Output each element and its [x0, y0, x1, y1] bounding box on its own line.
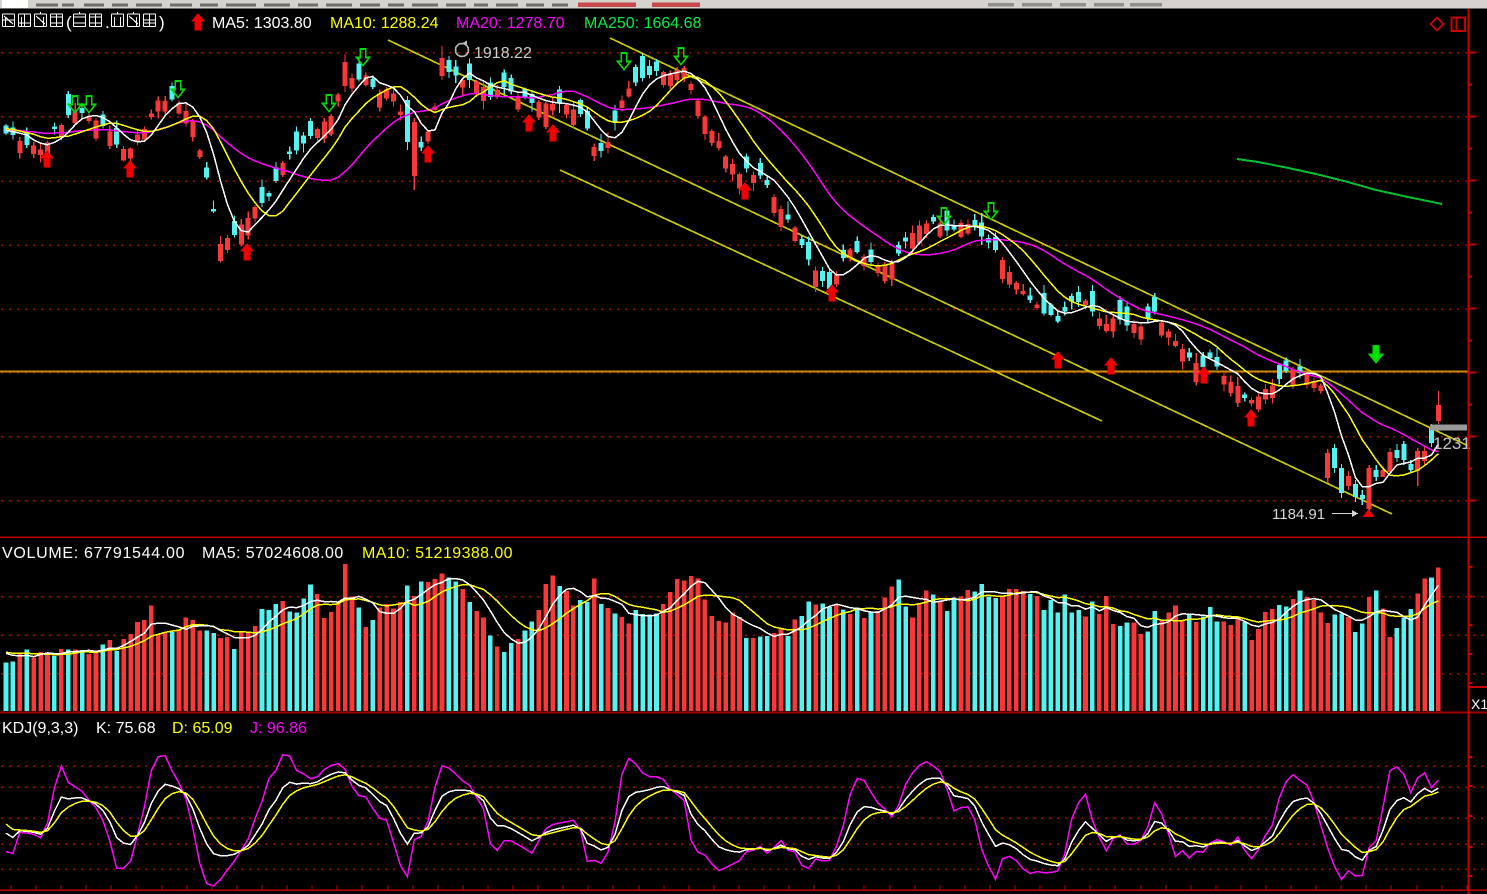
svg-text:1184.91: 1184.91	[1272, 506, 1325, 523]
svg-text:(: (	[66, 13, 72, 32]
svg-text:J: 96.86: J: 96.86	[250, 720, 307, 737]
svg-text:MA20: 1278.70: MA20: 1278.70	[456, 15, 565, 32]
svg-text:D: 65.09: D: 65.09	[172, 720, 233, 737]
svg-text:K: 75.68: K: 75.68	[96, 720, 156, 737]
svg-text:KDJ(9,3,3): KDJ(9,3,3)	[2, 720, 78, 737]
svg-text:MA10: 51219388.00: MA10: 51219388.00	[362, 545, 513, 562]
svg-text:MA10: 1288.24: MA10: 1288.24	[330, 15, 439, 32]
svg-text:VOLUME: 67791544.00: VOLUME: 67791544.00	[2, 545, 185, 562]
svg-text:MA250: 1664.68: MA250: 1664.68	[584, 15, 702, 32]
svg-text:MA5: 1303.80: MA5: 1303.80	[212, 15, 312, 32]
svg-text:MA5: 57024608.00: MA5: 57024608.00	[202, 545, 344, 562]
svg-text:1918.22: 1918.22	[474, 45, 532, 62]
svg-text:X1: X1	[1471, 696, 1487, 712]
svg-text:1231: 1231	[1433, 434, 1471, 453]
svg-text:.: .	[105, 13, 110, 32]
svg-text:): )	[159, 13, 165, 32]
